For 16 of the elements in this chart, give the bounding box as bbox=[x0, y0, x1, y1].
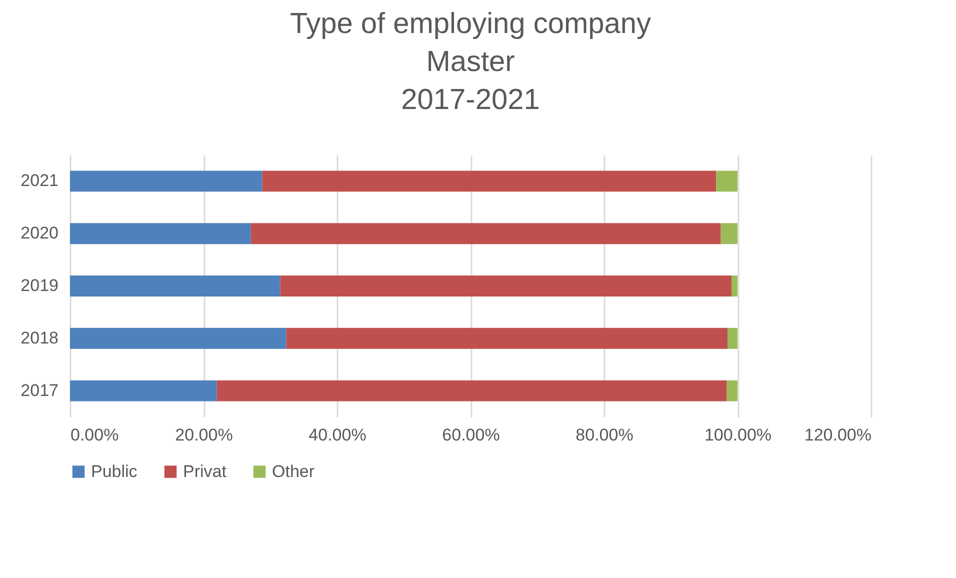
x-tick-label: 20.00% bbox=[175, 426, 233, 444]
legend-label: Privat bbox=[183, 462, 227, 481]
legend-label: Other bbox=[272, 462, 315, 481]
y-tick-label: 2017 bbox=[20, 380, 58, 400]
y-tick-label: 2019 bbox=[20, 276, 58, 295]
y-tick-label: 2021 bbox=[20, 171, 58, 190]
x-tick-label: 80.00% bbox=[576, 426, 634, 444]
y-tick-label: 2018 bbox=[20, 328, 58, 348]
chart-title: Type of employing company Master 2017-2021 bbox=[290, 8, 652, 116]
legend-label: Public bbox=[91, 462, 138, 481]
x-tick-label: 60.00% bbox=[442, 426, 500, 444]
x-tick-label: 0.00% bbox=[70, 426, 119, 444]
x-tick-label: 120.00% bbox=[804, 426, 872, 444]
y-tick-label: 2020 bbox=[20, 224, 58, 243]
x-tick-label: 40.00% bbox=[308, 426, 366, 444]
x-tick-label: 100.00% bbox=[704, 426, 772, 444]
